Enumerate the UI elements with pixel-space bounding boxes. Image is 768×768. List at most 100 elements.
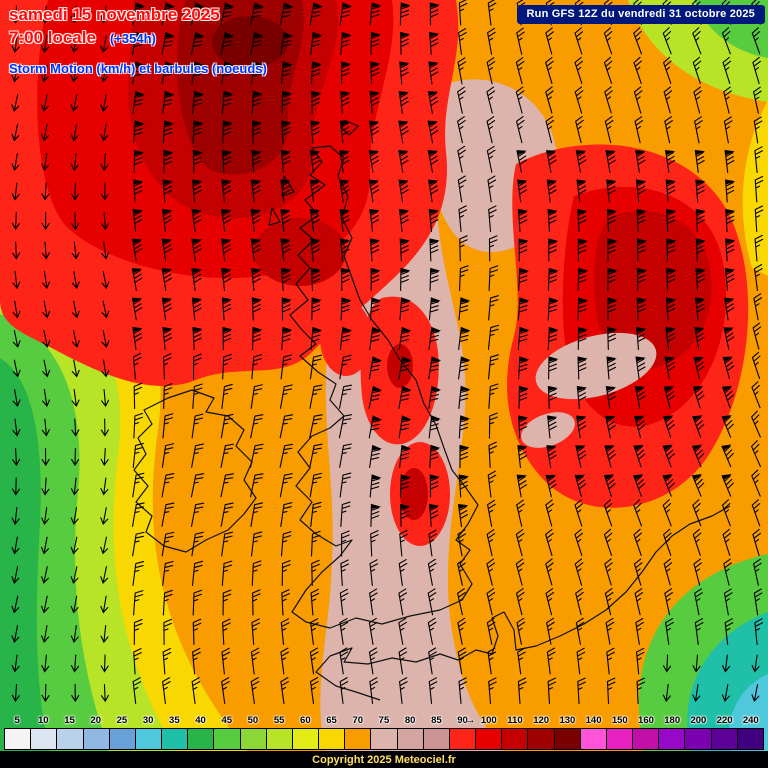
wind-barb: [517, 356, 530, 380]
wind-barb: [577, 677, 586, 705]
wind-barb: [546, 617, 555, 645]
wind-barb: [100, 536, 109, 555]
wind-barb: [574, 499, 584, 527]
wind-barb: [192, 179, 203, 203]
legend-cell: [659, 729, 686, 749]
legend-value: 20: [90, 715, 101, 726]
wind-barb: [399, 61, 410, 85]
wind-barb: [340, 90, 351, 115]
wind-barb: [280, 149, 292, 173]
wind-barb: [70, 595, 79, 614]
wind-barb: [606, 179, 617, 203]
wind-barb: [399, 503, 411, 528]
wind-barb: [665, 297, 677, 321]
wind-barb: [575, 588, 584, 616]
wind-barb: [161, 268, 173, 291]
wind-barb: [250, 238, 262, 262]
wind-barb: [161, 443, 175, 468]
wind-barb: [191, 90, 205, 114]
wind-barb: [428, 179, 439, 203]
wind-barb: [694, 588, 703, 616]
wind-barb: [634, 386, 646, 409]
legend-value: 65: [326, 715, 337, 726]
legend-cell: [188, 729, 215, 749]
wind-barb: [398, 588, 407, 616]
wind-barb: [753, 86, 762, 114]
wind-barb: [488, 235, 498, 262]
wind-barb: [250, 179, 262, 203]
wind-barb: [694, 116, 703, 144]
wind-barb: [517, 677, 527, 705]
wind-barb: [309, 647, 319, 675]
wind-barb: [221, 383, 233, 409]
wind-barb: [754, 205, 764, 233]
wind-barb: [398, 326, 412, 350]
wind-barb: [41, 447, 50, 467]
wind-barb: [399, 297, 412, 321]
wind-barb: [633, 474, 646, 497]
wind-barb: [222, 353, 232, 380]
wind-barb: [576, 179, 587, 203]
wind-barb: [191, 267, 202, 291]
wind-barb: [721, 499, 731, 527]
wind-barb: [100, 123, 109, 142]
wind-barb: [428, 326, 442, 350]
wind-barb: [250, 2, 265, 26]
wind-barb: [457, 529, 467, 557]
wind-barb: [41, 211, 50, 231]
wind-barb: [547, 415, 558, 439]
wind-barb: [487, 470, 497, 498]
wind-barb: [100, 654, 109, 673]
legend-cell: [292, 729, 320, 749]
wind-barb: [41, 566, 49, 584]
wind-barb: [721, 385, 735, 409]
wind-barb: [486, 558, 496, 586]
island-hebrides-2: [268, 207, 281, 226]
wind-barb: [427, 617, 437, 645]
wind-barb: [368, 647, 378, 675]
wind-barb: [70, 654, 80, 673]
legend-value: 70: [352, 715, 364, 726]
wind-barb: [574, 528, 583, 557]
wind-barb: [515, 558, 525, 586]
wind-barb: [280, 531, 292, 557]
wind-barb: [458, 28, 467, 55]
map-header: samedi 15 novembre 2025 7:00 locale (+354…: [9, 5, 267, 77]
wind-barb: [486, 57, 496, 85]
wind-barb: [11, 595, 20, 614]
wind-barb: [721, 27, 731, 55]
wind-barb: [753, 588, 763, 616]
wind-barb: [603, 56, 613, 84]
wind-barb: [488, 295, 499, 321]
wind-barb: [515, 528, 525, 557]
wind-barb: [132, 2, 146, 26]
wind-barb: [133, 648, 142, 675]
wind-barb: [220, 473, 234, 498]
wind-barb: [666, 238, 677, 262]
wind-barb: [518, 385, 529, 410]
wind-barb: [369, 2, 382, 26]
wind-barb: [100, 35, 109, 53]
wind-barb: [221, 208, 232, 232]
wind-barb: [663, 386, 676, 409]
wind-barb: [310, 238, 321, 262]
wind-barb: [161, 531, 175, 557]
wind-barb: [457, 116, 466, 144]
wind-barbs: [11, 0, 764, 705]
wind-barb: [604, 588, 614, 616]
wind-barb: [753, 116, 763, 144]
wind-barb: [70, 35, 79, 53]
wind-barb: [338, 414, 353, 439]
legend-cell: [449, 729, 477, 749]
wind-barb: [603, 528, 613, 556]
wind-barb: [577, 238, 589, 262]
wind-barb: [725, 208, 736, 233]
wind-barb: [486, 145, 496, 173]
wind-barb: [369, 326, 382, 350]
wind-barb: [339, 618, 349, 645]
wind-barb: [339, 443, 352, 468]
wind-barb: [577, 356, 588, 380]
wind-barb: [604, 86, 613, 114]
wind-barb: [518, 415, 529, 439]
